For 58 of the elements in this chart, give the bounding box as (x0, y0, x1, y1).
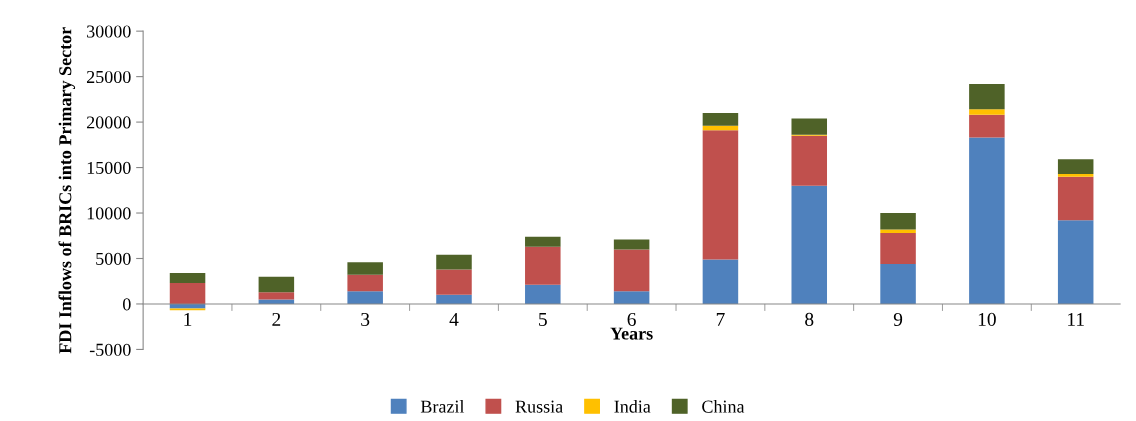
x-tick-label: 6 (627, 312, 636, 326)
bar (969, 114, 1005, 138)
bar (436, 254, 472, 270)
bar (880, 263, 916, 304)
bar (525, 284, 561, 304)
bar (791, 135, 828, 186)
y-tick-label: 5000 (96, 252, 131, 265)
bar (525, 246, 561, 285)
legend-label: Russia (515, 400, 563, 413)
bar (525, 236, 561, 247)
bar (347, 274, 383, 292)
bar (613, 291, 650, 304)
bar (169, 273, 206, 284)
y-tick-label: -5000 (89, 343, 131, 356)
bar (613, 239, 650, 250)
bar (613, 249, 650, 292)
x-tick-label: 7 (716, 313, 725, 326)
x-tick-label: 11 (1068, 312, 1084, 326)
x-tick-label: 4 (449, 312, 459, 326)
bar (258, 276, 295, 293)
legend-label: China (702, 400, 745, 413)
bar (347, 262, 383, 275)
x-tick-label: 2 (272, 312, 281, 326)
bar (1057, 176, 1094, 221)
bar (880, 229, 916, 234)
bar (169, 283, 206, 304)
bar (969, 137, 1005, 304)
bar (880, 233, 916, 264)
legend-label: India (614, 400, 651, 413)
bar (969, 83, 1005, 110)
y-tick-label: 15000 (87, 161, 131, 174)
y-tick-label: 0 (122, 298, 131, 311)
bar (791, 118, 828, 135)
bar (791, 185, 828, 304)
x-tick-label: 10 (978, 312, 996, 326)
bar (880, 213, 916, 230)
bar (258, 292, 295, 300)
y-tick-label: 25000 (86, 70, 131, 84)
x-axis-title: Years (610, 327, 653, 340)
bar (702, 113, 739, 126)
bar (1057, 173, 1094, 177)
legend-label: Brazil (420, 400, 465, 413)
x-tick-label: 5 (539, 313, 547, 326)
x-tick-label: 1 (184, 312, 192, 326)
bar (347, 291, 383, 304)
bar (702, 259, 739, 304)
bar (436, 269, 472, 295)
x-tick-label: 9 (893, 312, 903, 326)
y-tick-label: 10000 (87, 207, 131, 220)
bar (1057, 159, 1094, 174)
x-tick-label: 8 (805, 312, 814, 326)
x-tick-label: 3 (361, 312, 370, 326)
y-tick-label: 30000 (87, 25, 131, 38)
bar (1057, 220, 1094, 304)
bar (969, 109, 1005, 115)
bar (702, 130, 739, 260)
y-tick-label: 20000 (86, 116, 131, 129)
y-axis-title: FDI Inflows of BRICs into Primary Sector (58, 27, 76, 354)
